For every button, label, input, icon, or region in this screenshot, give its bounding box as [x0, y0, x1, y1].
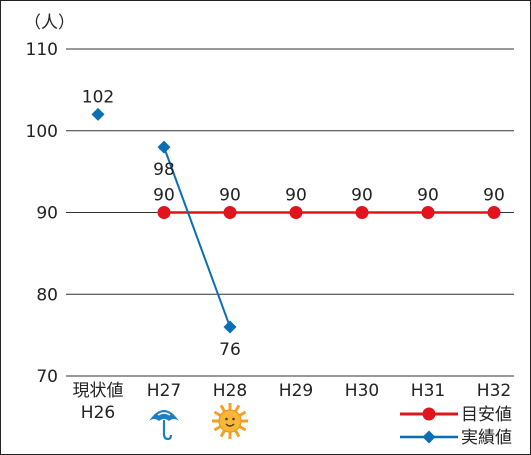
target-point	[421, 206, 435, 219]
data-label: 90	[219, 186, 241, 206]
y-tick-label: 80	[36, 285, 58, 305]
y-tick-label: 90	[36, 204, 58, 224]
data-labels: 90 90 90 90 90 90 102 98 76	[82, 87, 505, 360]
x-tick-label: H30	[345, 381, 379, 401]
legend-marker	[422, 430, 436, 444]
series-markers	[91, 107, 501, 334]
y-axis-unit-label: （人）	[24, 13, 75, 33]
data-label: 102	[82, 87, 114, 107]
data-label: 76	[219, 340, 241, 360]
y-tick-label: 70	[36, 367, 58, 387]
legend-item-2: 実績値	[400, 428, 512, 448]
legend-label: 目安値	[461, 405, 512, 425]
target-point	[223, 206, 237, 219]
target-point	[487, 206, 501, 219]
x-tick-label-line2: H26	[81, 403, 115, 423]
legend-label: 実績値	[461, 428, 512, 448]
data-label: 90	[417, 186, 439, 206]
x-tick-label: H29	[279, 381, 313, 401]
actual-point	[157, 140, 171, 154]
data-label: 90	[285, 186, 307, 206]
actual-point	[223, 320, 237, 334]
y-tick-label: 100	[26, 122, 58, 142]
data-label: 90	[483, 186, 505, 206]
target-point	[157, 206, 171, 219]
gridlines	[66, 48, 514, 377]
target-point	[355, 206, 369, 219]
legend-item-1: 目安値	[400, 405, 512, 425]
umbrella-icon	[149, 410, 179, 441]
x-tick-label: H28	[213, 381, 247, 401]
series-lines	[163, 146, 494, 328]
data-label: 90	[153, 186, 175, 206]
legend-marker	[422, 407, 436, 421]
data-label: 98	[153, 160, 175, 180]
actual-point	[91, 107, 105, 121]
x-tick-label: H27	[147, 381, 181, 401]
y-tick-labels: 70 80 90 100 110	[26, 40, 58, 387]
sun-icon	[212, 403, 248, 439]
data-label: 90	[351, 186, 373, 206]
series-line-2	[163, 146, 231, 328]
x-tick-label: 現状値	[73, 381, 124, 401]
target-point	[289, 206, 303, 219]
x-tick-label: H31	[411, 381, 445, 401]
x-tick-label: H32	[477, 381, 511, 401]
weather-icons	[149, 403, 248, 441]
y-tick-label: 110	[26, 40, 58, 60]
